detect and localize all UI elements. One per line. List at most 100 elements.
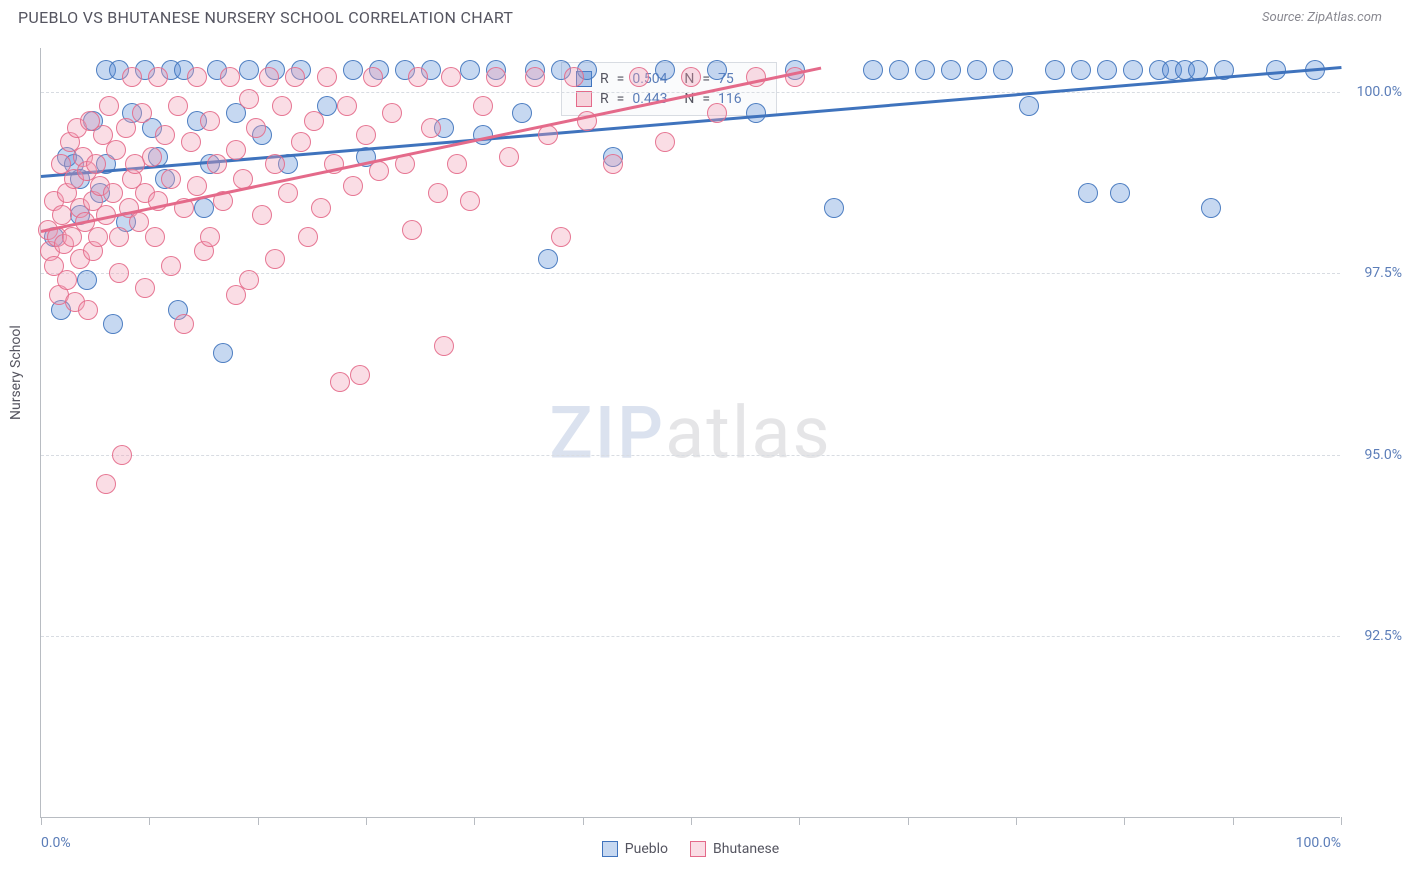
- data-point: [460, 60, 480, 80]
- data-point: [1110, 183, 1130, 203]
- data-point: [356, 125, 376, 145]
- data-point: [106, 140, 126, 160]
- data-point: [408, 67, 428, 87]
- data-point: [512, 103, 532, 123]
- x-tick: [1124, 817, 1125, 825]
- data-point: [317, 67, 337, 87]
- data-point: [109, 263, 129, 283]
- data-point: [77, 270, 97, 290]
- data-point: [252, 205, 272, 225]
- data-point: [402, 220, 422, 240]
- grid-line: [41, 273, 1340, 274]
- x-tick: [366, 817, 367, 825]
- data-point: [259, 67, 279, 87]
- data-point: [525, 67, 545, 87]
- data-point: [746, 103, 766, 123]
- data-point: [538, 249, 558, 269]
- data-point: [350, 365, 370, 385]
- data-point: [363, 67, 383, 87]
- data-point: [181, 132, 201, 152]
- x-tick: [691, 817, 692, 825]
- data-point: [447, 154, 467, 174]
- stat-r-label: R: [600, 91, 609, 107]
- data-point: [941, 60, 961, 80]
- data-point: [434, 336, 454, 356]
- chart-title: PUEBLO VS BHUTANESE NURSERY SCHOOL CORRE…: [18, 8, 513, 27]
- x-tick: [1233, 817, 1234, 825]
- data-point: [1078, 183, 1098, 203]
- data-point: [272, 96, 292, 116]
- data-point: [103, 183, 123, 203]
- data-point: [145, 227, 165, 247]
- data-point: [311, 198, 331, 218]
- data-point: [239, 270, 259, 290]
- data-point: [551, 227, 571, 247]
- data-point: [304, 111, 324, 131]
- data-point: [226, 140, 246, 160]
- y-tick-label: 97.5%: [1364, 265, 1402, 281]
- data-point: [1123, 60, 1143, 80]
- data-point: [142, 147, 162, 167]
- data-point: [103, 314, 123, 334]
- data-point: [369, 161, 389, 181]
- x-tick: [1016, 817, 1017, 825]
- data-point: [298, 227, 318, 247]
- chart-source: Source: ZipAtlas.com: [1262, 10, 1382, 25]
- legend-item: Pueblo: [602, 841, 668, 857]
- data-point: [1071, 60, 1091, 80]
- x-tick: [799, 817, 800, 825]
- data-point: [1201, 198, 1221, 218]
- scatter-plot: ZIPatlas R=0.504N=75R=0.443N=116 PuebloB…: [40, 48, 1340, 818]
- data-point: [57, 270, 77, 290]
- data-point: [112, 445, 132, 465]
- data-point: [441, 67, 461, 87]
- data-point: [460, 191, 480, 211]
- data-point: [135, 278, 155, 298]
- data-point: [200, 111, 220, 131]
- data-point: [148, 67, 168, 87]
- x-tick-label: 0.0%: [41, 835, 71, 851]
- data-point: [681, 67, 701, 87]
- x-tick: [1341, 817, 1342, 825]
- data-point: [291, 132, 311, 152]
- data-point: [109, 227, 129, 247]
- x-tick: [258, 817, 259, 825]
- data-point: [655, 132, 675, 152]
- data-point: [129, 212, 149, 232]
- data-point: [993, 60, 1013, 80]
- legend-swatch: [602, 841, 618, 857]
- data-point: [915, 60, 935, 80]
- data-point: [285, 67, 305, 87]
- data-point: [343, 60, 363, 80]
- data-point: [239, 60, 259, 80]
- data-point: [603, 154, 623, 174]
- data-point: [499, 147, 519, 167]
- chart-legend: Pueblo Bhutanese: [41, 841, 1340, 857]
- data-point: [220, 67, 240, 87]
- x-tick: [41, 817, 42, 825]
- data-point: [174, 314, 194, 334]
- y-tick-label: 95.0%: [1364, 447, 1402, 463]
- legend-item: Bhutanese: [690, 841, 779, 857]
- stat-r-label: R: [600, 71, 609, 87]
- x-tick: [474, 817, 475, 825]
- data-point: [629, 67, 649, 87]
- data-point: [1097, 60, 1117, 80]
- data-point: [168, 96, 188, 116]
- x-tick-label: 100.0%: [1296, 835, 1341, 851]
- data-point: [337, 96, 357, 116]
- data-point: [1045, 60, 1065, 80]
- data-point: [655, 60, 675, 80]
- data-point: [1266, 60, 1286, 80]
- data-point: [200, 227, 220, 247]
- data-point: [967, 60, 987, 80]
- data-point: [99, 96, 119, 116]
- data-point: [52, 205, 72, 225]
- data-point: [473, 96, 493, 116]
- data-point: [1019, 96, 1039, 116]
- data-point: [96, 474, 116, 494]
- data-point: [564, 67, 584, 87]
- data-point: [863, 60, 883, 80]
- data-point: [213, 343, 233, 363]
- x-tick: [583, 817, 584, 825]
